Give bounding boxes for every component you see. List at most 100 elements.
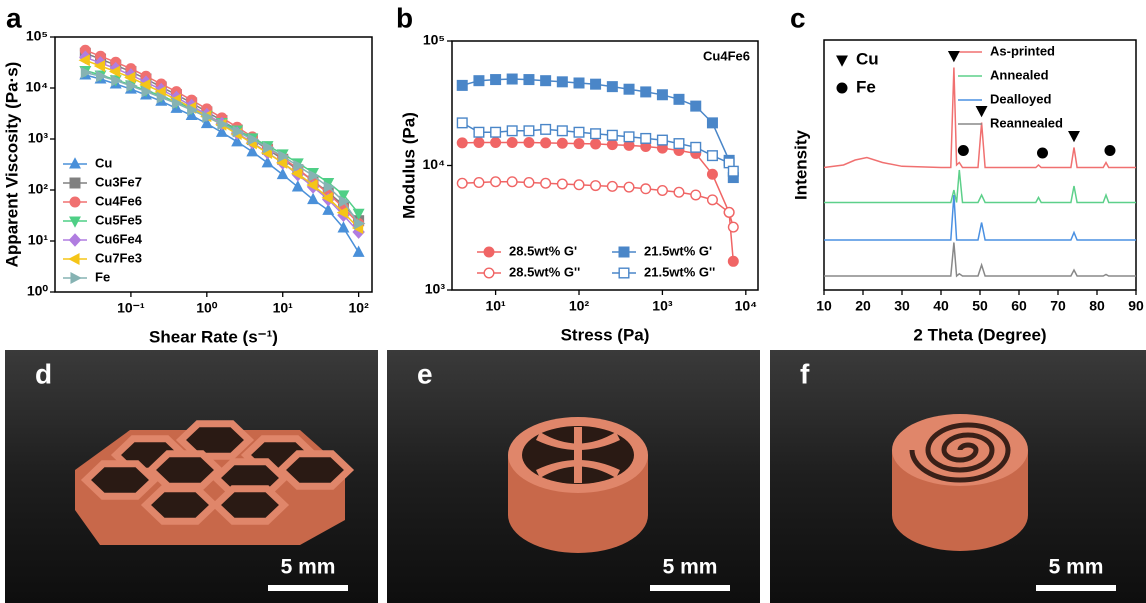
honeycomb-cell — [151, 454, 219, 486]
legend-marker — [619, 247, 629, 257]
marker — [591, 129, 601, 139]
marker — [541, 125, 551, 135]
legend-label: Reannealed — [990, 115, 1063, 130]
marker — [729, 222, 739, 232]
y-axis-title: Modulus (Pa) — [399, 112, 418, 219]
y-tick-label: 10³ — [28, 130, 49, 146]
marker — [674, 139, 684, 149]
legend-label: Cu5Fe5 — [95, 212, 142, 227]
honeycomb-cell — [281, 454, 349, 486]
series-line — [824, 170, 1136, 203]
x-tick-label: 50 — [972, 298, 988, 314]
peak-legend-marker — [837, 83, 847, 93]
x-tick-label: 10³ — [652, 298, 673, 314]
peak-legend-label: Fe — [856, 77, 876, 96]
peak-marker — [949, 52, 959, 61]
marker — [624, 132, 634, 142]
marker — [491, 138, 501, 148]
marker — [507, 126, 517, 136]
marker — [474, 76, 484, 86]
x-tick-label: 10¹ — [485, 298, 506, 314]
marker — [507, 74, 517, 84]
legend-label: 28.5wt% G'' — [509, 264, 580, 279]
marker — [708, 118, 718, 128]
marker — [457, 138, 467, 148]
x-tick-label: 30 — [894, 298, 910, 314]
scale-bar-label: 5 mm — [1049, 556, 1104, 579]
x-tick-label: 60 — [1011, 298, 1027, 314]
y-axis-title: Apparent Viscosity (Pa·s) — [2, 62, 21, 268]
legend-label: Dealloyed — [990, 91, 1051, 106]
marker — [524, 126, 534, 136]
marker — [608, 130, 618, 140]
legend-label: Cu7Fe3 — [95, 250, 142, 265]
y-tick-label: 10³ — [425, 281, 446, 297]
x-axis-title: 2 Theta (Degree) — [913, 325, 1046, 344]
marker — [354, 247, 364, 256]
marker — [524, 138, 534, 148]
marker — [658, 186, 668, 196]
x-tick-label: 10⁴ — [735, 298, 758, 314]
marker — [491, 127, 501, 137]
panel-label: a — [6, 2, 22, 33]
marker — [641, 184, 651, 194]
marker — [574, 127, 584, 137]
marker — [591, 79, 601, 89]
marker — [457, 178, 467, 188]
marker — [323, 205, 333, 214]
x-axis-title: Shear Rate (s⁻¹) — [149, 327, 278, 346]
legend-marker — [484, 247, 494, 257]
scale-bar — [1036, 585, 1116, 591]
legend-marker — [484, 268, 494, 278]
marker — [457, 118, 467, 128]
legend-label: Cu — [95, 155, 112, 170]
legend-label: Cu4Fe6 — [95, 193, 142, 208]
peak-marker — [977, 107, 987, 116]
marker — [558, 126, 568, 136]
marker — [278, 169, 288, 178]
legend-label: Cu6Fe4 — [95, 231, 143, 246]
y-axis-title: Intensity — [791, 130, 810, 200]
photo-label: d — [35, 358, 52, 389]
marker — [674, 187, 684, 197]
panel-label: b — [396, 2, 413, 33]
peak-marker — [1038, 148, 1048, 158]
marker — [558, 138, 568, 148]
x-tick-label: 10⁰ — [196, 300, 218, 316]
honeycomb-cell — [86, 464, 154, 496]
marker — [524, 178, 534, 188]
marker — [691, 143, 701, 153]
y-tick-label: 10⁵ — [423, 32, 445, 48]
scale-bar-label: 5 mm — [663, 556, 718, 579]
marker — [524, 75, 534, 85]
marker — [729, 166, 739, 176]
marker — [658, 135, 668, 145]
photo-label: e — [417, 358, 433, 389]
x-tick-label: 70 — [1050, 298, 1066, 314]
marker — [541, 138, 551, 148]
marker — [541, 178, 551, 188]
photo-label: f — [800, 358, 810, 389]
panel-label: c — [790, 2, 806, 33]
marker — [574, 139, 584, 149]
x-tick-label: 40 — [933, 298, 949, 314]
scale-bar-label: 5 mm — [281, 556, 336, 579]
legend-marker — [70, 234, 81, 246]
marker — [708, 151, 718, 161]
marker — [457, 81, 467, 91]
peak-marker — [1105, 146, 1115, 156]
marker — [308, 194, 318, 203]
marker — [624, 182, 634, 192]
marker — [474, 127, 484, 137]
y-tick-label: 10⁴ — [423, 156, 446, 172]
y-tick-label: 10⁵ — [26, 28, 48, 44]
scale-bar — [268, 585, 348, 591]
scale-bar — [650, 585, 730, 591]
marker — [474, 138, 484, 148]
x-tick-label: 10⁻¹ — [117, 300, 145, 316]
legend-label: 21.5wt% G' — [644, 243, 712, 258]
marker — [708, 195, 718, 205]
marker — [574, 78, 584, 88]
honeycomb-cell — [146, 489, 214, 521]
marker — [708, 169, 718, 179]
